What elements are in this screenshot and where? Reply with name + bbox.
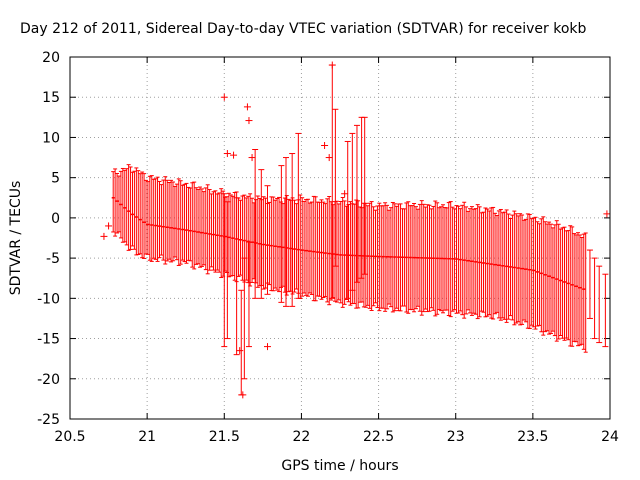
outlier-point <box>243 103 251 111</box>
x-tick-label: 21.5 <box>209 429 240 445</box>
x-tick-label: 23.5 <box>517 429 548 445</box>
y-tick-label: -10 <box>37 291 60 307</box>
outlier-point <box>328 61 336 69</box>
outlier-point <box>603 210 611 218</box>
x-axis-label: GPS time / hours <box>281 458 398 474</box>
y-axis-label: SDTVAR / TECUs <box>8 181 24 296</box>
outlier-point <box>325 154 333 162</box>
axis-ticks <box>69 56 611 420</box>
outlier-point <box>248 154 256 162</box>
outlier-point <box>245 117 253 125</box>
outlier-point <box>263 343 271 351</box>
mean-markers <box>111 197 586 290</box>
outlier-point <box>239 391 247 399</box>
outlier-point <box>223 150 231 158</box>
y-tick-label: -15 <box>37 332 60 348</box>
spike-bars <box>221 64 609 396</box>
grid-lines <box>70 57 610 419</box>
plot-frame <box>69 56 611 420</box>
y-tick-label: -25 <box>37 412 60 428</box>
x-tick-label: 24 <box>601 429 619 445</box>
x-tick-label: 22 <box>293 429 311 445</box>
outlier-point <box>341 190 349 198</box>
outlier-points <box>100 61 611 399</box>
x-tick-label: 23 <box>447 429 465 445</box>
y-tick-label: 15 <box>42 90 60 106</box>
x-tick-label: 20.5 <box>54 429 85 445</box>
outlier-point <box>236 347 244 355</box>
outlier-point <box>105 222 113 230</box>
tick-labels: 20.5 21 21.5 22 22.5 23 23.5 24 20 15 10 5 0 -5 -10 -15… <box>37 50 619 445</box>
y-tick-label: -5 <box>46 251 60 267</box>
y-tick-label: 20 <box>42 50 60 66</box>
y-tick-label: -20 <box>37 372 60 388</box>
outlier-point <box>220 93 228 101</box>
error-bars <box>111 164 588 353</box>
y-tick-label: 0 <box>51 211 60 227</box>
outlier-point <box>321 141 329 149</box>
chart-title: Day 212 of 2011, Sidereal Day-to-day VTE… <box>20 21 586 37</box>
x-tick-label: 22.5 <box>363 429 394 445</box>
outlier-point <box>230 151 238 159</box>
y-tick-label: 10 <box>42 130 60 146</box>
outlier-point <box>100 232 108 240</box>
x-tick-label: 21 <box>138 429 156 445</box>
y-tick-label: 5 <box>51 171 60 187</box>
